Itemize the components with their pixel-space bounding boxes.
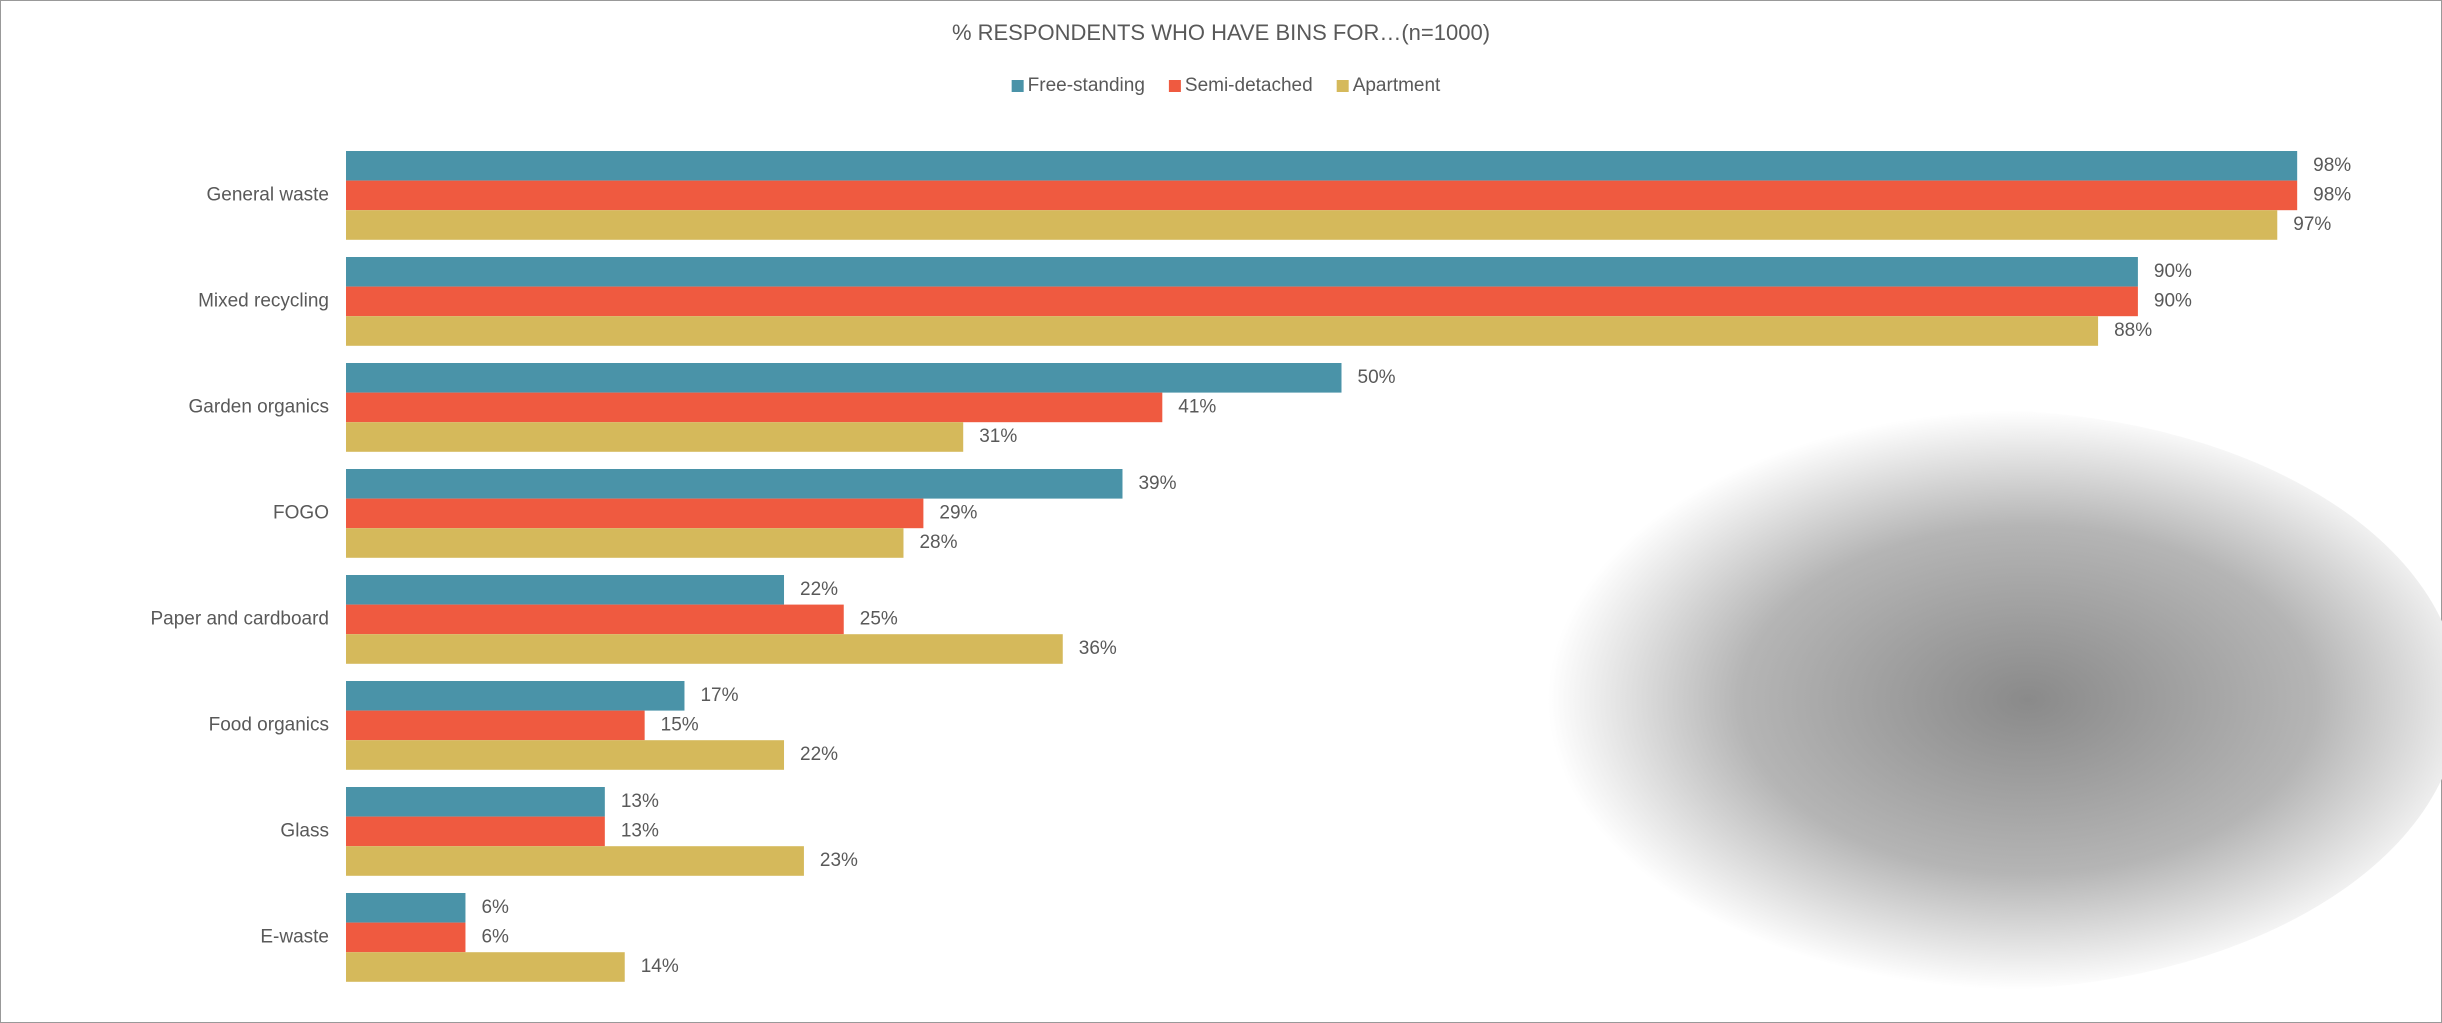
value-label: 90%: [2154, 261, 2192, 282]
legend: Free-standing Semi-detached Apartment: [1012, 75, 1441, 96]
legend-label: Apartment: [1353, 75, 1441, 96]
chart-title: % RESPONDENTS WHO HAVE BINS FOR…(n=1000): [952, 20, 1490, 45]
value-label: 6%: [481, 897, 509, 918]
value-label: 22%: [800, 579, 838, 600]
bar: [346, 893, 465, 923]
bar: [346, 952, 625, 982]
y-tick-label: General waste: [206, 184, 329, 205]
bar: [346, 711, 645, 741]
bar: [346, 181, 2297, 211]
value-label: 50%: [1358, 367, 1396, 388]
bar: [346, 575, 784, 605]
value-label: 31%: [979, 426, 1017, 447]
value-label: 23%: [820, 850, 858, 871]
bar: [346, 846, 804, 876]
value-label: 13%: [621, 791, 659, 812]
bar: [346, 393, 1162, 423]
bar: [346, 681, 684, 711]
value-label: 15%: [661, 714, 699, 735]
value-label: 88%: [2114, 320, 2152, 341]
bar: [346, 817, 605, 847]
y-tick-label: Garden organics: [189, 396, 329, 417]
y-tick-label: Glass: [280, 820, 329, 841]
value-label: 6%: [481, 926, 509, 947]
value-label: 39%: [1138, 473, 1176, 494]
legend-swatch: [1337, 80, 1349, 92]
bar: [346, 923, 465, 953]
legend-label: Semi-detached: [1185, 75, 1313, 96]
y-tick-label: Mixed recycling: [198, 290, 329, 311]
y-tick-label: FOGO: [273, 502, 329, 523]
bar: [346, 499, 923, 529]
value-label: 90%: [2154, 290, 2192, 311]
bar: [346, 422, 963, 452]
bar: [346, 363, 1342, 393]
bar: [346, 210, 2277, 240]
bar: [346, 605, 844, 635]
legend-label: Free-standing: [1028, 75, 1145, 96]
chart: % RESPONDENTS WHO HAVE BINS FOR…(n=1000)…: [0, 0, 2442, 1023]
legend-swatch: [1012, 80, 1024, 92]
value-label: 29%: [939, 502, 977, 523]
value-label: 22%: [800, 744, 838, 765]
y-tick-label: Food organics: [209, 714, 329, 735]
value-label: 97%: [2293, 214, 2331, 235]
value-label: 17%: [700, 685, 738, 706]
bar: [346, 740, 784, 770]
value-label: 36%: [1079, 638, 1117, 659]
value-label: 41%: [1178, 396, 1216, 417]
value-label: 13%: [621, 820, 659, 841]
value-label: 14%: [641, 956, 679, 977]
bar: [346, 787, 605, 817]
bar: [346, 257, 2138, 287]
bar: [346, 634, 1063, 664]
legend-swatch: [1169, 80, 1181, 92]
photo: [1500, 410, 2442, 990]
page: % RESPONDENTS WHO HAVE BINS FOR…(n=1000)…: [0, 0, 2442, 1023]
bar: [346, 287, 2138, 317]
value-label: 28%: [919, 532, 957, 553]
bar: [346, 469, 1122, 499]
bar: [346, 528, 903, 558]
bar: [346, 151, 2297, 181]
y-tick-label: Paper and cardboard: [150, 608, 329, 629]
value-label: 98%: [2313, 155, 2351, 176]
value-label: 25%: [860, 608, 898, 629]
y-tick-label: E-waste: [260, 926, 329, 947]
bar: [346, 316, 2098, 346]
value-label: 98%: [2313, 184, 2351, 205]
